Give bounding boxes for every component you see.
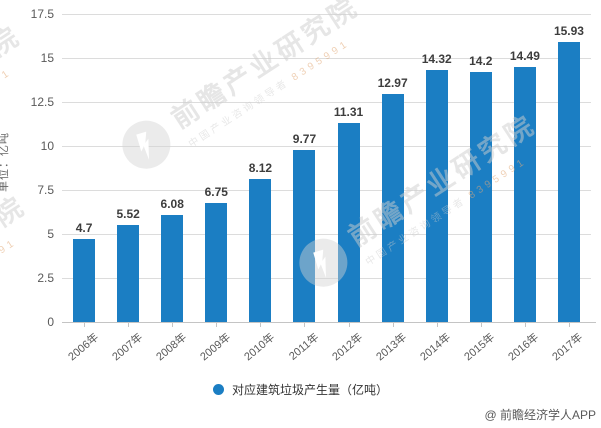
- x-tick-label: 2008年: [153, 331, 189, 364]
- credit-text: @ 前瞻经济学人APP: [484, 408, 596, 422]
- x-tick-label: 2013年: [374, 331, 410, 364]
- x-axis-tick: [84, 322, 86, 327]
- y-tick-label: 7.5: [37, 183, 54, 197]
- x-axis-tick: [392, 322, 394, 327]
- bar-value-label: 12.97: [377, 75, 408, 90]
- gridline: [62, 146, 591, 147]
- grid-layer: [62, 14, 596, 323]
- x-tick-label: 2009年: [198, 331, 233, 364]
- x-tick-label: 2015年: [462, 331, 498, 364]
- x-tick-label: 2017年: [550, 331, 586, 364]
- x-axis-tick: [304, 322, 306, 327]
- bar-value-label: 14.2: [469, 54, 493, 69]
- y-tick-label: 0: [47, 315, 54, 329]
- y-tick-label: 15: [40, 51, 54, 65]
- gridline: [62, 102, 591, 103]
- x-axis-line: [62, 322, 596, 323]
- y-tick-label: 2.5: [37, 271, 54, 285]
- y-tick-label: 5: [47, 227, 54, 241]
- x-axis-tick: [216, 322, 218, 327]
- y-tick-label: 10: [40, 139, 54, 153]
- legend-marker-icon: [212, 383, 224, 395]
- x-axis-tick: [172, 322, 174, 327]
- x-axis-tick: [568, 322, 570, 327]
- bar: [293, 150, 316, 322]
- bar-value-label: 14.49: [509, 48, 540, 63]
- axis-text-layer: 0 2.5 5 7.5 10 12.5 15 17.5 4.7 2006年 5.52 2007年 6.0…: [31, 8, 591, 363]
- x-tick-label: 2012年: [330, 331, 366, 364]
- bar: [513, 66, 536, 322]
- bar-value-label: 14.32: [421, 51, 452, 66]
- x-tick-label: 2011年: [286, 331, 322, 363]
- bar: [425, 69, 448, 322]
- bar: [469, 72, 492, 322]
- x-axis-tick: [128, 322, 130, 327]
- bar: [337, 122, 360, 322]
- x-axis-tick: [436, 322, 438, 327]
- bar: [117, 224, 140, 322]
- bar: [205, 203, 228, 322]
- x-axis-tick: [524, 322, 526, 327]
- x-axis-tick: [348, 322, 350, 327]
- gridline: [62, 234, 591, 235]
- bar: [73, 239, 96, 322]
- bar: [557, 41, 580, 322]
- plot-area: 0 2.5 5 7.5 10 12.5 15 17.5 4.7 2006年 5.52 2007年 6.0…: [31, 8, 596, 363]
- bar-value-label: 6.08: [160, 197, 184, 211]
- x-tick-label: 2010年: [242, 331, 278, 364]
- y-tick-label: 17.5: [30, 7, 54, 21]
- gridline: [62, 278, 591, 279]
- legend-label: 对应建筑垃圾产生量（亿吨）: [231, 382, 388, 397]
- bars-layer: [62, 14, 591, 322]
- bar: [381, 93, 404, 322]
- bar: [161, 215, 184, 322]
- bar-value-label: 8.12: [248, 161, 273, 176]
- x-tick-label: 2006年: [65, 331, 101, 364]
- bar-value-label: 11.31: [333, 104, 364, 119]
- bar-value-label: 5.52: [116, 206, 140, 221]
- x-axis-tick: [480, 322, 482, 327]
- bar: [249, 179, 272, 322]
- gridline: [62, 14, 591, 15]
- bar-value-label: 15.93: [553, 23, 584, 38]
- bar-value-label: 9.77: [292, 132, 317, 147]
- y-tick-label: 12.5: [30, 95, 54, 109]
- x-tick-label: 2014年: [418, 331, 454, 364]
- x-axis-tick: [260, 322, 262, 327]
- x-tick-label: 2007年: [109, 331, 145, 364]
- gridline: [62, 190, 591, 191]
- bar-value-label: 4.7: [75, 221, 93, 236]
- gridline: [62, 58, 591, 59]
- x-tick-label: 2016年: [506, 331, 542, 364]
- bar-value-label: 6.75: [204, 185, 228, 200]
- legend: 对应建筑垃圾产生量（亿吨）: [0, 381, 601, 397]
- y-axis-title: 单位：亿吨: [0, 132, 10, 192]
